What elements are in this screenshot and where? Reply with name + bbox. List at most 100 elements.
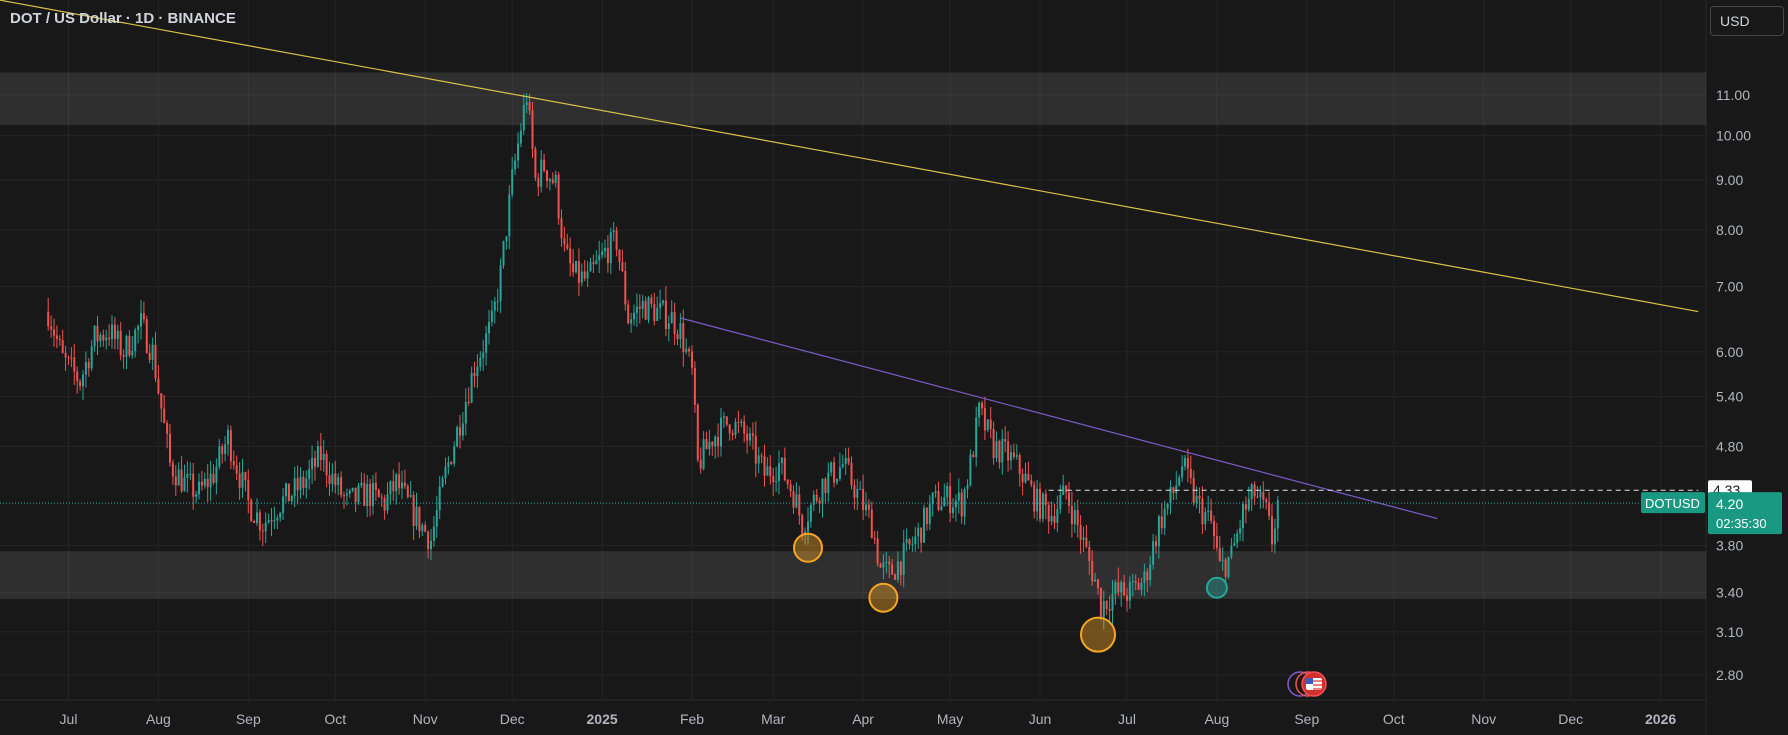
candle-body	[1152, 541, 1155, 565]
candle-body	[1070, 505, 1073, 525]
candle-body	[140, 313, 142, 327]
candle-body	[1175, 485, 1178, 494]
candle-body	[93, 325, 96, 347]
candle-body	[925, 507, 928, 525]
candle-body	[340, 477, 343, 496]
candle-body	[1268, 502, 1271, 517]
candle-body	[540, 159, 543, 187]
candle-body	[972, 454, 975, 457]
candle-body	[493, 301, 496, 311]
candle-body	[305, 478, 308, 488]
candle-body	[789, 484, 792, 492]
candle-body	[1169, 487, 1172, 504]
candle-body	[76, 371, 79, 382]
candle-body	[1201, 498, 1204, 525]
candle-body	[1218, 548, 1221, 561]
candle-body	[131, 350, 134, 356]
candle-body	[894, 574, 896, 580]
x-tick-label: Jul	[60, 711, 78, 727]
candle-body	[818, 500, 821, 504]
candle-body	[838, 466, 841, 479]
candle-body	[403, 482, 406, 487]
candle-body	[1236, 533, 1239, 544]
candle-body	[67, 357, 70, 359]
candle-body	[1247, 499, 1250, 510]
candle-body	[108, 337, 111, 340]
candle-body	[485, 333, 488, 353]
candle-body	[580, 271, 583, 283]
candle-body	[693, 367, 696, 405]
candle-body	[82, 374, 84, 387]
candle-body	[1276, 500, 1279, 529]
candle-body	[256, 512, 258, 524]
candle-body	[775, 480, 778, 483]
candle-body	[841, 464, 844, 467]
candle-body	[319, 446, 322, 461]
candle-body	[867, 504, 870, 510]
candle-body	[734, 421, 737, 435]
candle-body	[519, 130, 522, 144]
candle-body	[960, 492, 963, 517]
candle-body	[189, 473, 192, 475]
candle-body	[1097, 579, 1099, 588]
minor-trendline[interactable]	[680, 317, 1438, 520]
candle-body	[809, 504, 812, 522]
candle-body	[696, 404, 699, 460]
candle-body	[946, 485, 949, 498]
candle-body	[206, 478, 209, 488]
y-tick-label: 10.00	[1716, 127, 1751, 143]
candle-body	[688, 348, 691, 352]
candle-body	[70, 357, 73, 359]
currency-button[interactable]: USD	[1710, 6, 1784, 36]
swing-low-marker[interactable]	[793, 532, 823, 563]
candle-body	[676, 333, 679, 340]
candle-body	[937, 491, 940, 510]
candle-body	[635, 306, 638, 313]
candle-body	[1030, 480, 1033, 485]
candle-body	[673, 311, 676, 334]
support-zone[interactable]	[0, 551, 1706, 599]
candle-body	[943, 497, 946, 507]
candle-body	[1198, 495, 1201, 499]
candle-body	[430, 540, 432, 550]
x-tick-label: 2026	[1645, 711, 1676, 727]
candle-body	[282, 496, 285, 513]
candle-body	[261, 530, 264, 532]
candle-body	[543, 159, 546, 171]
resistance-zone[interactable]	[0, 72, 1706, 125]
candle-body	[386, 494, 389, 511]
candle-body	[450, 461, 453, 464]
candle-body	[751, 433, 754, 436]
candle-body	[978, 402, 981, 418]
candle-body	[209, 473, 212, 488]
candle-body	[557, 174, 560, 219]
candle-body	[1047, 505, 1050, 522]
swing-low-marker[interactable]	[1080, 616, 1116, 653]
candle-body	[293, 478, 296, 496]
candle-body	[592, 262, 595, 264]
plot-area[interactable]	[0, 0, 1706, 735]
candle-body	[180, 469, 183, 492]
candle-body	[1137, 582, 1140, 590]
candle-body	[444, 467, 447, 479]
candle-body	[372, 482, 374, 506]
candle-body	[827, 472, 830, 493]
swing-low-marker[interactable]	[1205, 576, 1228, 599]
major-trendline[interactable]	[0, 0, 1699, 313]
candle-body	[470, 372, 473, 403]
candle-body	[1221, 559, 1224, 561]
candle-body	[238, 473, 241, 488]
candle-body	[1114, 582, 1117, 594]
candle-body	[1224, 559, 1227, 577]
swing-low-marker[interactable]	[868, 582, 899, 613]
candle-body	[662, 300, 664, 304]
candle-body	[354, 487, 357, 502]
candle-body	[174, 476, 177, 486]
candle-body	[624, 271, 627, 305]
candle-body	[1102, 600, 1105, 618]
candle-body	[621, 262, 624, 272]
candle-body	[496, 301, 499, 303]
x-tick-label: 2025	[587, 711, 618, 727]
